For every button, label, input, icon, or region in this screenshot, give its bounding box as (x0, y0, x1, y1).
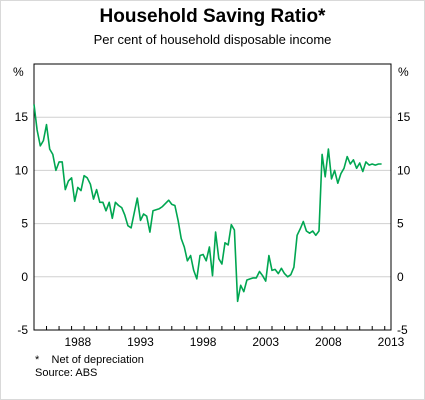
x-tick-label: 1988 (64, 335, 91, 349)
y-tick-label-left: 15 (15, 110, 29, 124)
chart-notes: * Net of depreciation Source: ABS (35, 354, 144, 380)
x-tick-label: 1993 (127, 335, 154, 349)
y-tick-label-left: 0 (21, 270, 28, 284)
chart-title: Household Saving Ratio* (99, 6, 326, 27)
series-line (33, 104, 382, 303)
x-tick-label: 2003 (252, 335, 279, 349)
y-tick-label-right: 0 (397, 270, 404, 284)
y-unit-right: % (398, 65, 409, 79)
y-tick-label-right: 10 (397, 163, 411, 177)
x-tick-label: 2013 (378, 335, 405, 349)
y-tick-label-left: 5 (21, 217, 28, 231)
source-note: Source: ABS (35, 367, 98, 379)
y-tick-label-right: -5 (397, 323, 408, 337)
y-tick-label-left: 10 (15, 163, 29, 177)
y-tick-label-right: 5 (397, 217, 404, 231)
footnote-text: Net of depreciation (51, 354, 144, 366)
footnote-marker: * (35, 354, 40, 366)
y-unit-left: % (13, 65, 24, 79)
y-tick-label-right: 15 (397, 110, 411, 124)
chart-subtitle: Per cent of household disposable income (93, 32, 332, 47)
footnote: * Net of depreciation (35, 354, 144, 367)
x-tick-label: 1998 (190, 335, 217, 349)
y-tick-label-left: -5 (17, 323, 28, 337)
x-tick-label: 2008 (315, 335, 342, 349)
plot-frame (33, 63, 392, 331)
